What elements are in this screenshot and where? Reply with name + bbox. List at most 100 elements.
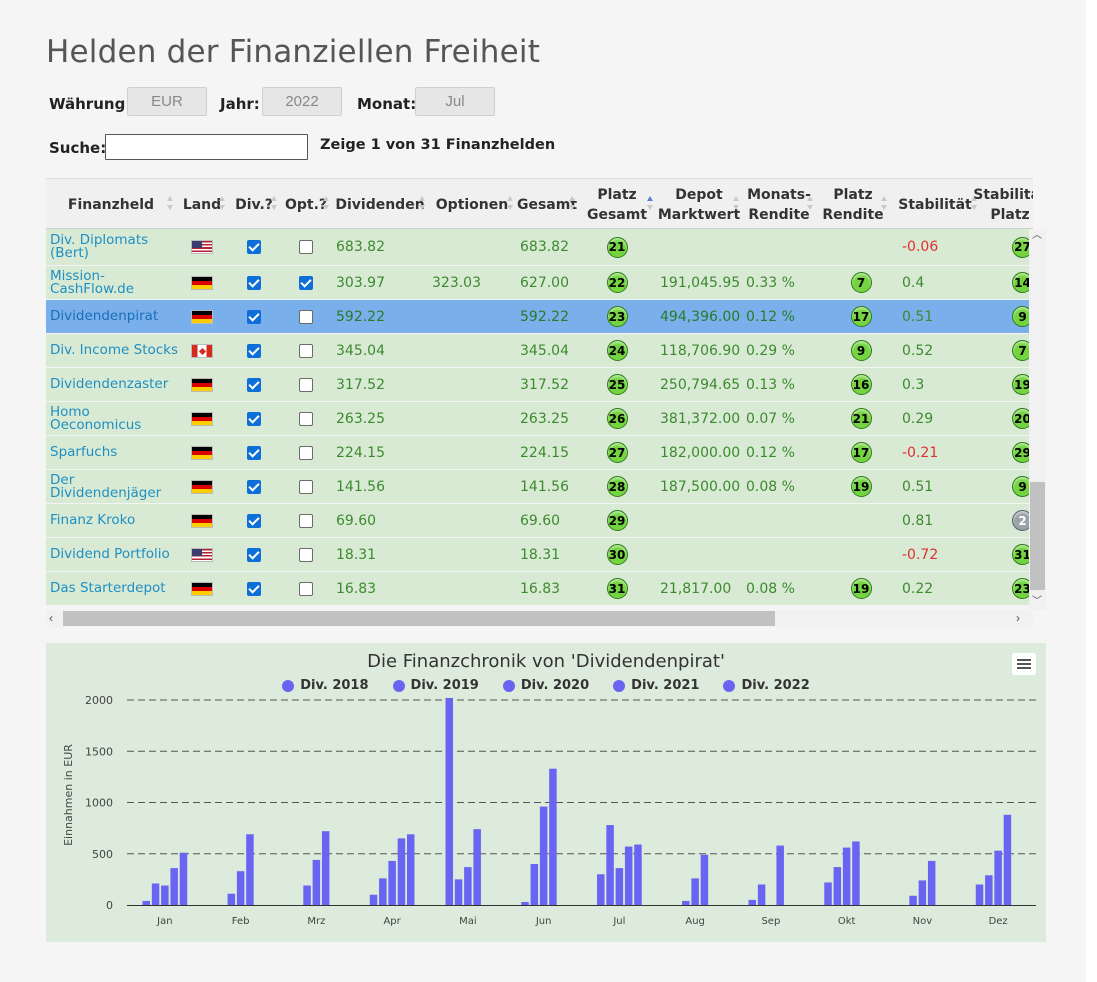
div-checkbox[interactable] (247, 240, 261, 254)
chart-title: Die Finanzchronik von 'Dividendenpirat' (367, 651, 725, 672)
scroll-down-icon[interactable]: ﹀ (1032, 596, 1042, 607)
col-opt[interactable]: Opt.? (280, 179, 332, 230)
hero-name-link[interactable]: Sparfuchs (50, 444, 118, 460)
col-land[interactable]: Land (176, 179, 228, 230)
col-finanzheld[interactable]: Finanzheld (46, 179, 176, 230)
table-row[interactable]: Dividendenpirat 592.22 592.22 494,396.00 0.1… (46, 300, 1033, 334)
hero-name-link[interactable]: Dividendenzaster (50, 376, 169, 392)
table-vertical-scrollbar[interactable]: ︿ ﹀ (1029, 229, 1046, 610)
month-select[interactable]: Jul (415, 87, 495, 116)
currency-select[interactable]: EUR (127, 87, 207, 116)
col-dividenden[interactable]: Dividenden (332, 179, 428, 230)
opt-checkbox[interactable] (299, 513, 313, 528)
scroll-left-icon[interactable]: ‹ (49, 611, 53, 625)
rank-badge: 21 (606, 236, 628, 258)
scroll-up-icon[interactable]: ︿ (1032, 230, 1042, 241)
legend-item[interactable]: Div. 2018 (282, 678, 369, 693)
div-checkbox[interactable] (247, 479, 261, 494)
x-tick-label: Okt (838, 916, 856, 927)
div-checkbox[interactable] (247, 309, 261, 324)
stabr-cell: 27 (1010, 229, 1033, 265)
table-row[interactable]: Dividendenzaster 317.52 317.52 250,794.65 0.… (46, 368, 1033, 402)
hero-name-link[interactable]: Div. Income Stocks (50, 342, 179, 358)
col-platz-rendite-line1: Platz (833, 186, 873, 203)
col-platz-rendite[interactable]: Platz Rendite (816, 179, 890, 230)
table-row[interactable]: Das Starterdepot 16.83 16.83 21,817.00 0.08 … (46, 572, 1033, 606)
opt-checkbox[interactable] (299, 411, 313, 426)
hero-name-link[interactable]: Finanz Kroko (50, 512, 136, 528)
bar (748, 899, 757, 905)
div-cell (228, 368, 280, 401)
div-checkbox[interactable] (247, 411, 261, 426)
vertical-scroll-thumb[interactable] (1030, 482, 1045, 590)
col-optionen[interactable]: Optionen (428, 179, 516, 230)
rank-badge: 24 (606, 340, 628, 361)
return-rank-badge: 21 (850, 408, 872, 429)
hero-name-link[interactable]: Das Starterdepot (50, 580, 166, 596)
table-row[interactable]: Der Dividendenjäger 141.56 141.56 187,500.0… (46, 470, 1033, 504)
hero-name-link[interactable]: Der Dividendenjäger (50, 471, 162, 501)
table-row[interactable]: Mission-CashFlow.de 303.97 323.03 627.00 191… (46, 266, 1033, 300)
y-tick-label: 0 (106, 899, 113, 912)
hero-name-link[interactable]: Dividend Portfolio (50, 546, 170, 562)
options-cell (432, 402, 516, 435)
sort-icon (507, 196, 514, 212)
col-gesamt[interactable]: Gesamt (516, 179, 578, 230)
opt-checkbox[interactable] (299, 581, 313, 596)
sort-asc-icon (647, 196, 654, 212)
search-input[interactable] (105, 134, 308, 160)
legend-item[interactable]: Div. 2021 (613, 678, 699, 693)
opt-checkbox[interactable] (299, 275, 313, 290)
div-checkbox[interactable] (247, 445, 261, 460)
table-row[interactable]: Sparfuchs 224.15 224.15 182,000.00 0.12 % -0.… (46, 436, 1033, 470)
hero-name-link[interactable]: Homo Oeconomicus (50, 403, 142, 433)
div-cell (228, 229, 280, 265)
horizontal-scroll-thumb[interactable] (63, 611, 775, 626)
table-row[interactable]: Homo Oeconomicus 263.25 263.25 381,372.00 0.… (46, 402, 1033, 436)
div-checkbox[interactable] (247, 275, 261, 290)
col-stabilitaet-platz[interactable]: Stabilität Platz (973, 179, 1033, 230)
year-select[interactable]: 2022 (262, 87, 342, 116)
hero-name-link[interactable]: Dividendenpirat (50, 308, 159, 324)
legend-item[interactable]: Div. 2019 (392, 678, 479, 693)
rank-badge: 29 (606, 510, 628, 531)
legend-item[interactable]: Div. 2022 (723, 678, 810, 693)
opt-checkbox[interactable] (299, 309, 313, 324)
div-checkbox[interactable] (247, 581, 261, 596)
opt-checkbox[interactable] (299, 479, 313, 494)
col-div[interactable]: Div.? (228, 179, 280, 230)
col-monats-rendite[interactable]: Monats- Rendite (742, 179, 816, 230)
div-checkbox[interactable] (247, 513, 261, 528)
flag-us-icon (191, 240, 213, 254)
opt-checkbox[interactable] (299, 240, 313, 254)
x-tick-label: Jan (156, 916, 172, 927)
div-checkbox[interactable] (247, 547, 261, 562)
chart-menu-icon[interactable] (1012, 653, 1036, 675)
opt-checkbox[interactable] (299, 343, 313, 358)
div-checkbox[interactable] (247, 343, 261, 358)
bar (473, 829, 481, 905)
opt-cell (280, 300, 332, 333)
opt-checkbox[interactable] (299, 445, 313, 460)
legend-item[interactable]: Div. 2020 (502, 678, 590, 693)
col-stabilitaet[interactable]: Stabilität (890, 179, 980, 230)
hero-name-link[interactable]: Div. Diplomats (Bert) (50, 232, 149, 261)
table-horizontal-scrollbar[interactable]: ‹ › (46, 610, 1033, 627)
total-cell: 224.15 (520, 444, 569, 461)
col-depot[interactable]: Depot Marktwert (656, 179, 742, 230)
table-row[interactable]: Div. Diplomats (Bert) 683.82 683.82 -0.06 21… (46, 229, 1033, 266)
scroll-right-icon[interactable]: › (1016, 611, 1020, 625)
land-cell (176, 504, 228, 537)
div-checkbox[interactable] (247, 377, 261, 392)
table-row[interactable]: Div. Income Stocks 345.04 345.04 118,706.90… (46, 334, 1033, 368)
return-rank-badge: 7 (850, 272, 872, 293)
table-row[interactable]: Finanz Kroko 69.60 69.60 0.81 29 2 (46, 504, 1033, 538)
opt-checkbox[interactable] (299, 547, 313, 562)
legend-label: Div. 2020 (520, 678, 590, 693)
col-monats-rendite-line2: Rendite (748, 206, 810, 223)
hero-name-link[interactable]: Mission-CashFlow.de (50, 267, 135, 297)
table-row[interactable]: Dividend Portfolio 18.31 18.31 -0.72 30 31 (46, 538, 1033, 572)
col-platz-gesamt[interactable]: Platz Gesamt (578, 179, 656, 230)
col-land-label: Land (182, 196, 222, 213)
opt-checkbox[interactable] (299, 377, 313, 392)
